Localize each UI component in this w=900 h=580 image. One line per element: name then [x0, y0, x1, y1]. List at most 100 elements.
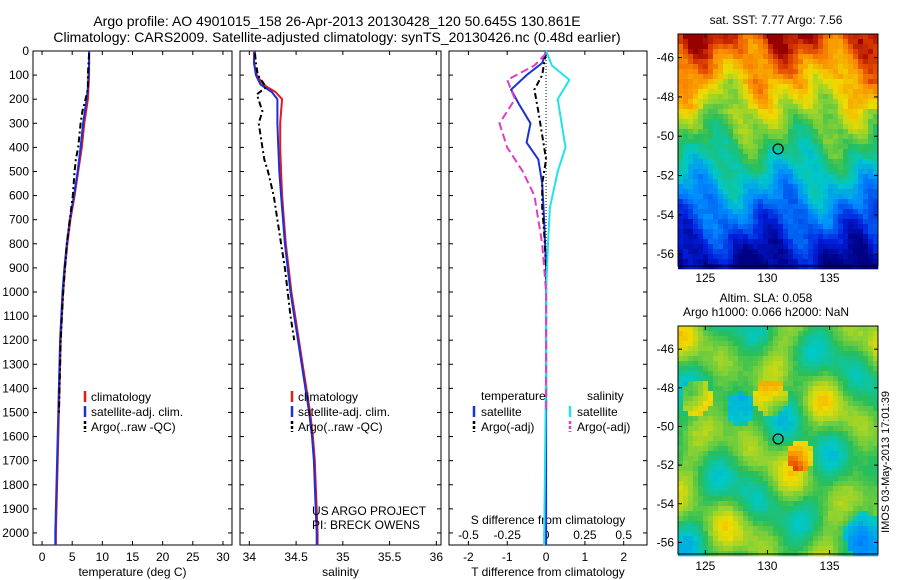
- map-cell: [853, 149, 859, 155]
- map-cell: [738, 331, 744, 337]
- map-cell: [728, 446, 734, 452]
- map-cell: [863, 471, 869, 477]
- map-cell: [823, 54, 829, 60]
- map-cell: [853, 411, 859, 417]
- map-cell: [738, 184, 744, 190]
- map-cell: [863, 64, 869, 70]
- map-cell: [823, 219, 829, 225]
- map-cell: [823, 44, 829, 50]
- map-cell: [798, 456, 804, 462]
- map-cell: [703, 361, 709, 367]
- map-cell: [813, 376, 819, 382]
- map-cell: [718, 451, 724, 457]
- map-cell: [848, 491, 854, 497]
- map-cell: [778, 239, 784, 245]
- map-cell: [868, 234, 874, 240]
- map-cell: [753, 381, 759, 387]
- map-cell: [843, 341, 849, 347]
- map-cell: [853, 426, 859, 432]
- map-cell: [773, 189, 779, 195]
- map-cell: [858, 114, 864, 120]
- map-cell: [688, 39, 694, 45]
- map-cell: [838, 396, 844, 402]
- map-cell: [858, 361, 864, 367]
- map-cell: [683, 194, 689, 200]
- map-cell: [793, 114, 799, 120]
- map-cell: [683, 214, 689, 220]
- map-cell: [858, 526, 864, 532]
- map-cell: [863, 104, 869, 110]
- map-cell: [703, 94, 709, 100]
- map-cell: [688, 496, 694, 502]
- map-cell: [738, 104, 744, 110]
- map-cell: [838, 44, 844, 50]
- map-cell: [688, 244, 694, 250]
- map-cell: [743, 396, 749, 402]
- map-cell: [863, 481, 869, 487]
- map-cell: [743, 79, 749, 85]
- map-cell: [838, 259, 844, 265]
- map-cell: [803, 194, 809, 200]
- map-cell: [848, 451, 854, 457]
- map-cell: [693, 536, 699, 542]
- map-cell: [718, 511, 724, 517]
- map-cell: [778, 129, 784, 135]
- map-cell: [698, 119, 704, 125]
- map-cell: [813, 119, 819, 125]
- map-cell: [838, 536, 844, 542]
- map-cell: [818, 204, 824, 210]
- map-cell: [718, 541, 724, 547]
- map-cell: [693, 149, 699, 155]
- map-cell: [763, 119, 769, 125]
- map-cell: [783, 541, 789, 547]
- map-cell: [708, 331, 714, 337]
- map-cell: [768, 259, 774, 265]
- map-cell: [828, 254, 834, 260]
- map-cell: [693, 546, 699, 552]
- map-cell: [723, 184, 729, 190]
- map-cell: [778, 169, 784, 175]
- map-cell: [693, 436, 699, 442]
- map-cell: [853, 34, 859, 40]
- map-cell: [733, 214, 739, 220]
- map-cell: [848, 139, 854, 145]
- map-cell: [708, 416, 714, 422]
- map-cell: [753, 239, 759, 245]
- map-cell: [758, 134, 764, 140]
- map-cell: [733, 326, 739, 332]
- map-cell: [678, 346, 684, 352]
- map-cell: [713, 204, 719, 210]
- map-cell: [678, 129, 684, 135]
- map-cell: [833, 264, 839, 270]
- map-cell: [833, 134, 839, 140]
- map-cell: [763, 431, 769, 437]
- map-cell: [833, 351, 839, 357]
- map-cell: [718, 39, 724, 45]
- map-cell: [688, 426, 694, 432]
- map-cell: [793, 481, 799, 487]
- map-cell: [748, 79, 754, 85]
- map-cell: [808, 39, 814, 45]
- map-cell: [688, 381, 694, 387]
- map-cell: [818, 254, 824, 260]
- map-cell: [768, 179, 774, 185]
- map-cell: [798, 84, 804, 90]
- map-cell: [713, 59, 719, 65]
- map-cell: [723, 199, 729, 205]
- map-cell: [763, 381, 769, 387]
- map-cell: [818, 79, 824, 85]
- x-tick-label: 10: [96, 550, 110, 564]
- map-cell: [738, 531, 744, 537]
- map-cell: [843, 199, 849, 205]
- map-cell: [733, 531, 739, 537]
- map-cell: [873, 219, 879, 225]
- map-cell: [748, 481, 754, 487]
- map-cell: [798, 361, 804, 367]
- map-cell: [683, 149, 689, 155]
- map-cell: [783, 214, 789, 220]
- map-cell: [843, 501, 849, 507]
- map-cell: [723, 426, 729, 432]
- map-cell: [818, 421, 824, 427]
- map-cell: [708, 376, 714, 382]
- map-cell: [718, 134, 724, 140]
